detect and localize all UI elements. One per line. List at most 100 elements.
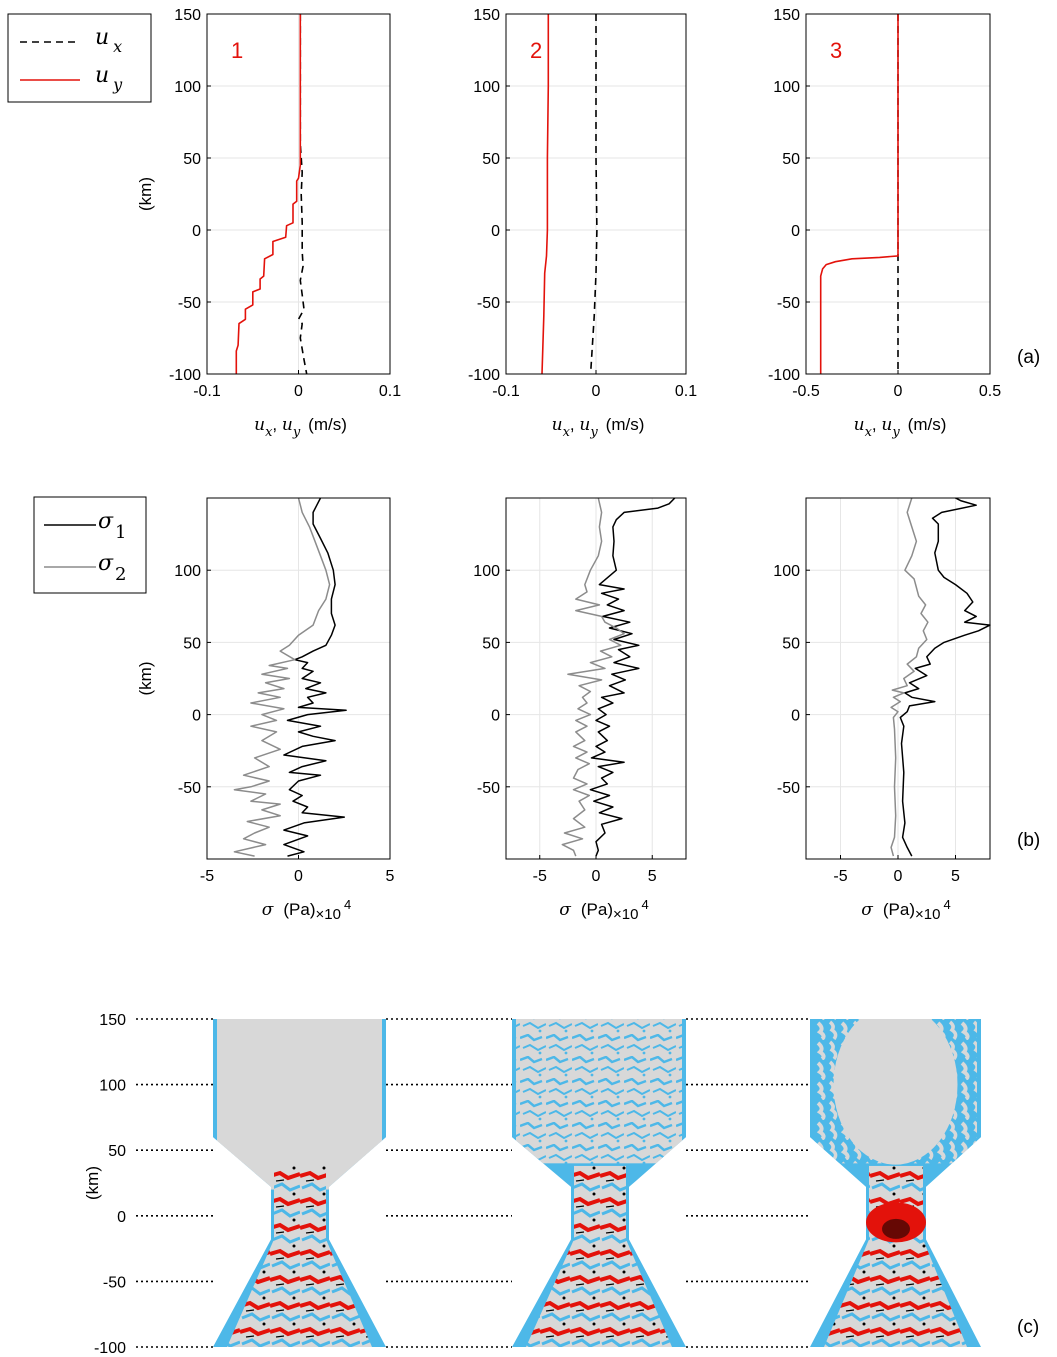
x-label-sigma: σ — [262, 900, 274, 920]
y-tick-label: 100 — [174, 79, 201, 96]
series-line-uy-1 — [819, 14, 899, 374]
y-tick-label: 50 — [183, 635, 201, 652]
x-tick-label: 0 — [592, 383, 601, 400]
y-tick-label: 100 — [174, 563, 201, 580]
y-tick-label: 150 — [773, 7, 800, 24]
x-axis-label: ux, uy (m/s) — [254, 415, 347, 440]
y-tick-label: 0 — [791, 223, 800, 240]
panel-label-c: (c) — [1017, 1317, 1039, 1338]
x-label-sub: y — [891, 425, 900, 440]
x-label-u: u — [552, 415, 563, 435]
y-tick-label: -100 — [94, 1340, 126, 1357]
x-label-u: u — [579, 415, 590, 435]
y-tick-label: -100 — [768, 367, 800, 384]
x-tick-label: -0.1 — [492, 383, 520, 400]
x-axis-label: σ (Pa)×104 — [559, 897, 648, 923]
panel-number: 2 — [530, 38, 542, 63]
x-label-mult: ×10 — [316, 906, 341, 923]
y-tick-label: 150 — [174, 7, 201, 24]
y-axis-label: (km) — [136, 177, 155, 211]
x-label-sep: , — [570, 415, 579, 434]
fractured-cone — [227, 1239, 372, 1347]
domain-map-2 — [512, 1019, 686, 1347]
y-tick-label: -100 — [169, 367, 201, 384]
x-axis-label: ux, uy (m/s) — [854, 415, 947, 440]
y-axis-label: (km) — [136, 662, 155, 696]
legend-sub: 1 — [115, 522, 126, 543]
y-tick-label: 50 — [782, 635, 800, 652]
y-tick-label: 100 — [773, 563, 800, 580]
x-label-exp: 4 — [344, 897, 351, 912]
domain-maps: -100 -50 0 50 100 150 (km) — [83, 1012, 981, 1357]
y-tick-label: 0 — [791, 708, 800, 725]
legend-u: u — [95, 25, 109, 50]
series-line-1-0 — [589, 497, 676, 857]
y-tick-label: 0 — [117, 1209, 126, 1226]
x-tick-label: -0.5 — [792, 383, 820, 400]
x-label-unit: (m/s) — [606, 415, 645, 434]
x-label-mult: ×10 — [613, 906, 638, 923]
legend-sigma: σ — [98, 551, 114, 576]
y-tick-label: 100 — [473, 79, 500, 96]
x-label-sigma: σ — [861, 900, 873, 920]
y-tick-label: 50 — [482, 635, 500, 652]
x-label-sub: x — [865, 425, 873, 440]
y-tick-label: -50 — [178, 780, 201, 797]
domain-fill — [512, 1019, 686, 1347]
y-tick-label: 50 — [782, 151, 800, 168]
fractured-cone — [526, 1239, 672, 1347]
y-tick-label: 50 — [108, 1143, 126, 1160]
series-line-1-0 — [899, 497, 991, 857]
y-tick-label: 0 — [491, 223, 500, 240]
y-tick-label: 100 — [473, 563, 500, 580]
x-tick-label: -5 — [200, 868, 214, 885]
legend-box — [7, 13, 152, 103]
y-tick-label: -50 — [477, 780, 500, 797]
domain-fill — [213, 1019, 386, 1347]
x-tick-label: 0 — [592, 868, 601, 885]
x-label-sub: y — [589, 425, 598, 440]
x-label-unit: (Pa) — [283, 900, 315, 919]
x-label-sub: y — [292, 425, 301, 440]
legend-u: u — [95, 63, 109, 88]
series-line-uy-1 — [235, 14, 302, 374]
x-tick-label: 0.5 — [979, 383, 1001, 400]
domain-fill — [810, 1019, 981, 1347]
x-tick-label: 0 — [294, 868, 303, 885]
series-line-uy-1 — [541, 14, 550, 375]
legend-stress: σ 1σ 2 — [33, 496, 147, 594]
y-tick-label: 150 — [473, 7, 500, 24]
x-label-u: u — [282, 415, 293, 435]
x-label-u: u — [254, 415, 265, 435]
legend-velocity: u xu y — [7, 13, 152, 103]
x-axis-label: ux, uy (m/s) — [552, 415, 645, 440]
x-tick-label: 5 — [386, 868, 395, 885]
x-label-exp: 4 — [641, 897, 648, 912]
legend-sigma: σ — [98, 509, 114, 534]
panel-number: 3 — [830, 38, 842, 63]
intact-ice-area — [218, 1019, 381, 1190]
panel-label-a: (a) — [1017, 347, 1040, 368]
legend-sub: x — [113, 37, 122, 56]
y-tick-label: -100 — [468, 367, 500, 384]
y-tick-label: 150 — [99, 1012, 126, 1029]
x-label-exp: 4 — [943, 897, 950, 912]
legend-sub: y — [112, 75, 123, 94]
x-tick-label: -0.1 — [193, 383, 221, 400]
y-tick-label: 100 — [773, 79, 800, 96]
series-line-2-1 — [890, 497, 929, 857]
panel-label-b: (b) — [1017, 830, 1040, 851]
x-tick-label: 5 — [648, 868, 657, 885]
panel-number: 1 — [231, 38, 243, 63]
x-label-sub: x — [563, 425, 571, 440]
x-tick-label: -5 — [533, 868, 547, 885]
series-line-1-0 — [283, 497, 347, 857]
upper-ice-area — [516, 1019, 682, 1164]
x-tick-label: 5 — [951, 868, 960, 885]
